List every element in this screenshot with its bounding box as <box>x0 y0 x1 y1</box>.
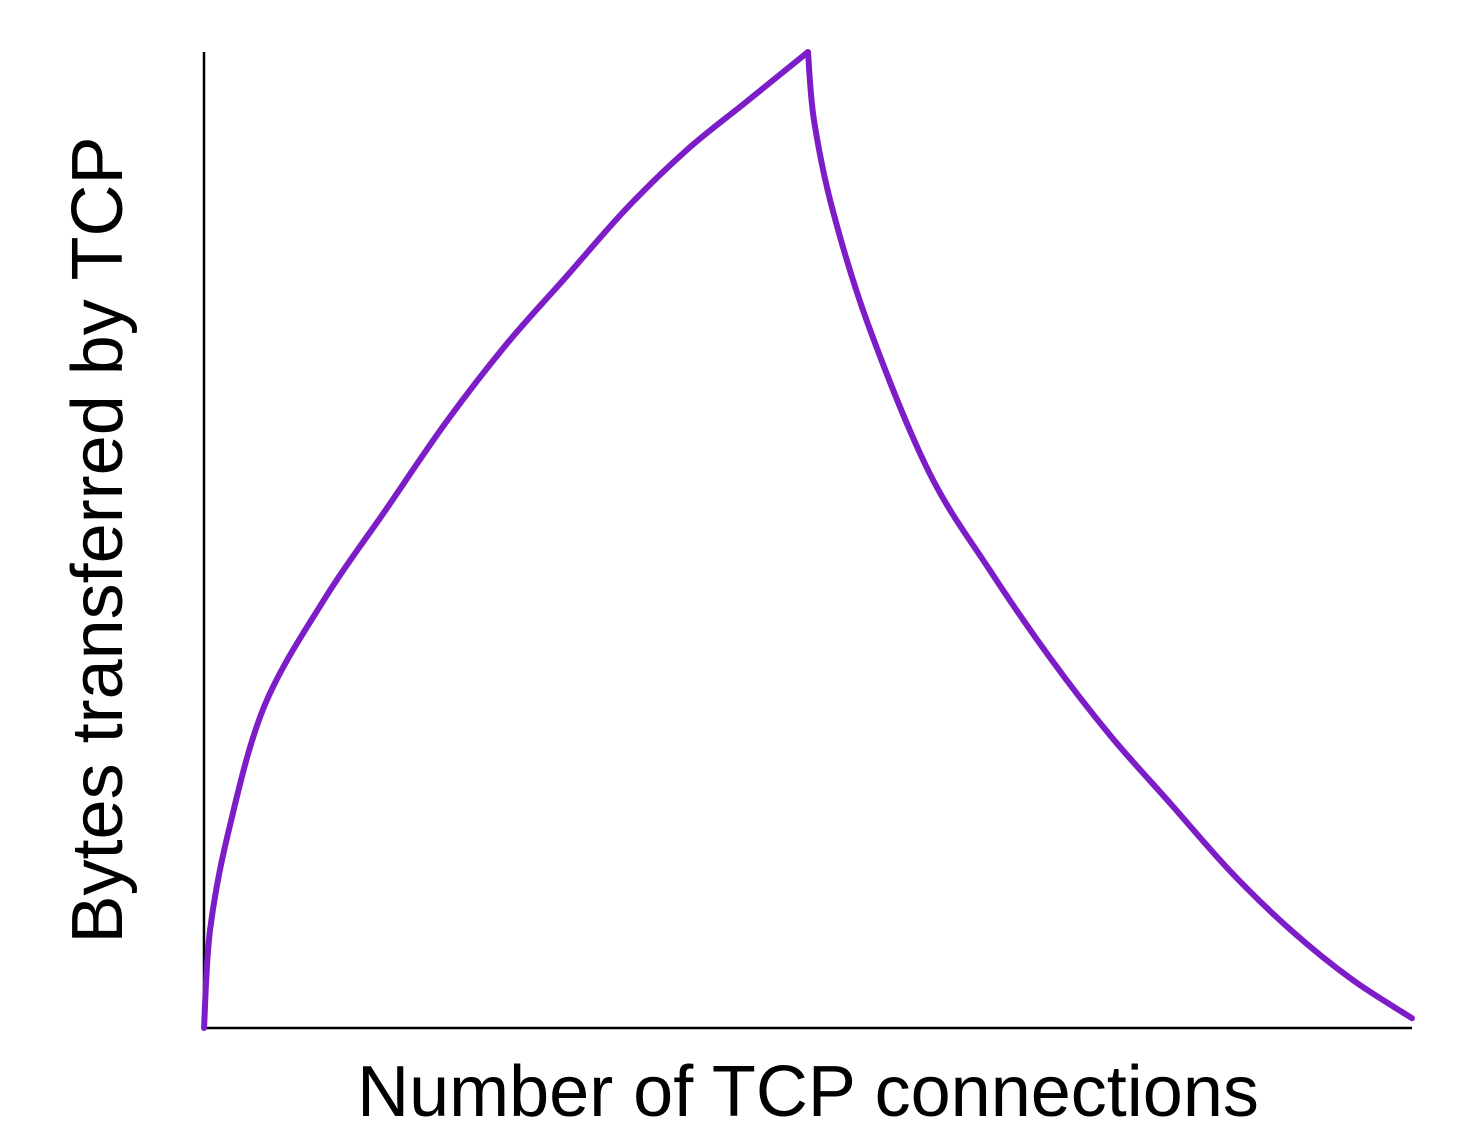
y-axis-title: Bytes transferred by TCP <box>58 137 138 944</box>
series-line <box>201 49 1415 1031</box>
x-axis-title: Number of TCP connections <box>357 1052 1259 1132</box>
